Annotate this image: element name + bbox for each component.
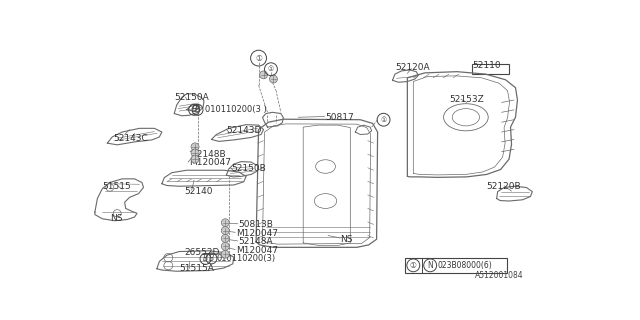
Ellipse shape bbox=[191, 143, 199, 151]
Ellipse shape bbox=[221, 243, 229, 250]
Text: ①: ① bbox=[410, 261, 417, 270]
Ellipse shape bbox=[260, 71, 268, 79]
Text: B: B bbox=[191, 105, 196, 114]
Ellipse shape bbox=[191, 149, 199, 157]
Text: 023B08000(6): 023B08000(6) bbox=[437, 261, 492, 270]
Text: ①: ① bbox=[380, 117, 387, 123]
Text: 52148A: 52148A bbox=[239, 237, 273, 246]
Text: 52153Z: 52153Z bbox=[449, 95, 484, 105]
Text: 52150A: 52150A bbox=[174, 93, 209, 102]
Text: 010110200(3): 010110200(3) bbox=[216, 254, 276, 263]
Ellipse shape bbox=[221, 227, 229, 235]
Text: 50817: 50817 bbox=[326, 113, 355, 122]
Text: 51515A: 51515A bbox=[179, 264, 214, 273]
Text: 52148B: 52148B bbox=[191, 150, 226, 159]
Text: M120047: M120047 bbox=[189, 158, 231, 167]
Text: 010110200(3 ): 010110200(3 ) bbox=[205, 105, 267, 114]
Text: B: B bbox=[209, 254, 214, 263]
Text: 26552D: 26552D bbox=[184, 248, 220, 257]
Text: 52120A: 52120A bbox=[395, 63, 429, 72]
Text: NS: NS bbox=[110, 214, 122, 223]
Text: ①: ① bbox=[255, 54, 262, 63]
Ellipse shape bbox=[221, 235, 229, 243]
Text: 52143D: 52143D bbox=[227, 126, 262, 135]
Text: A512001084: A512001084 bbox=[476, 271, 524, 280]
Ellipse shape bbox=[269, 75, 277, 83]
Text: ①: ① bbox=[268, 66, 274, 72]
Text: B: B bbox=[203, 254, 208, 263]
Text: 52140: 52140 bbox=[184, 187, 212, 196]
Ellipse shape bbox=[191, 155, 199, 163]
Ellipse shape bbox=[221, 219, 229, 227]
Text: 51515: 51515 bbox=[102, 182, 131, 191]
Text: 52143C: 52143C bbox=[114, 134, 148, 143]
Text: NS: NS bbox=[340, 235, 353, 244]
Text: 52110: 52110 bbox=[472, 61, 500, 70]
Text: N: N bbox=[428, 261, 433, 270]
Bar bbox=[405, 258, 507, 273]
Text: 52150B: 52150B bbox=[231, 164, 266, 173]
Text: B: B bbox=[195, 105, 200, 114]
Text: 52120B: 52120B bbox=[486, 182, 522, 191]
Bar bbox=[472, 64, 509, 74]
Text: M120047: M120047 bbox=[236, 228, 278, 237]
Text: M120047: M120047 bbox=[236, 246, 278, 255]
Text: 50813B: 50813B bbox=[239, 220, 273, 229]
Ellipse shape bbox=[221, 250, 229, 258]
